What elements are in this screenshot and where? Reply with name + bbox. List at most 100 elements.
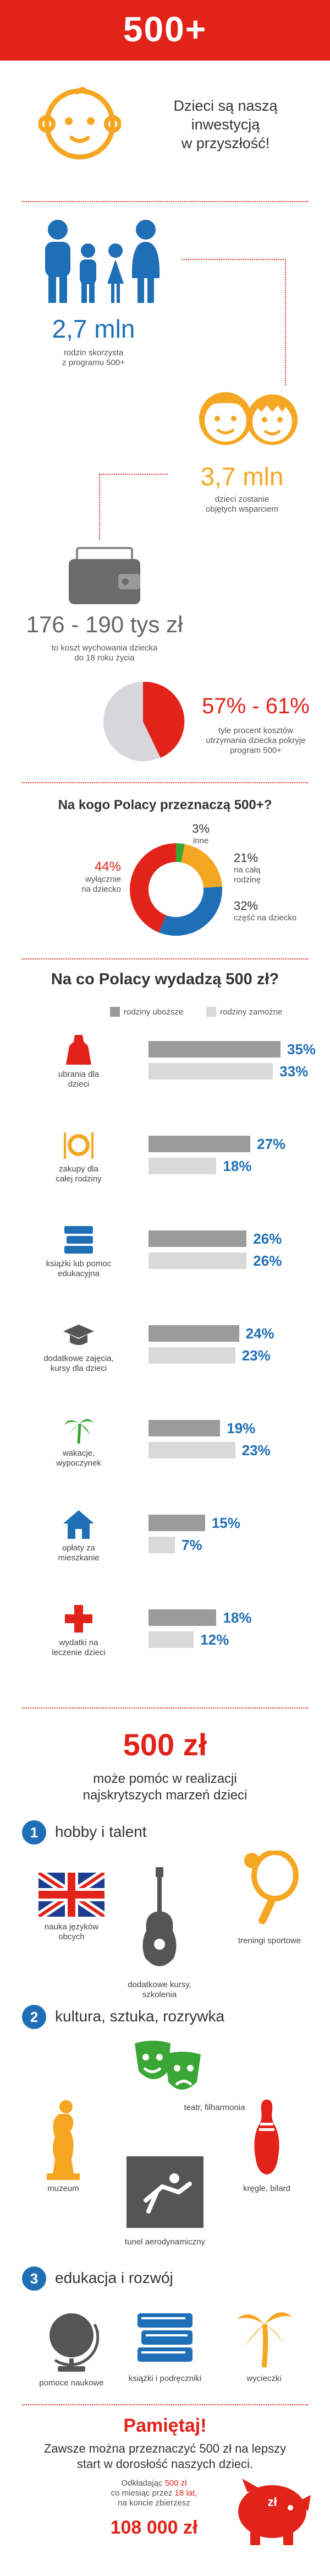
bar-poor — [148, 1420, 221, 1436]
footer-total: 108 000 zł — [110, 2517, 198, 2538]
donut-label-family: 21% na całą rodzinę — [234, 851, 300, 885]
label-text: część na dziecko — [234, 913, 297, 923]
section-divider — [22, 201, 308, 202]
section-divider — [22, 782, 308, 783]
bar-rich — [148, 1063, 273, 1080]
category-label: zakupy dla całej rodziny — [37, 1164, 120, 1184]
families-desc: rodzin skorzysta z programu 500+ — [11, 348, 176, 368]
section-divider — [22, 1707, 308, 1709]
pct-text: 21% — [234, 851, 258, 865]
bar-rich — [148, 1537, 175, 1553]
donut-label-other: 3% inne — [187, 822, 215, 846]
donut-slice — [129, 843, 176, 933]
cost-desc: to koszt wychowania dziecka do 18 roku ż… — [0, 643, 209, 663]
category-label-line: wakacje, — [62, 1449, 95, 1458]
item-label: nauka języków obcych — [44, 1922, 99, 1942]
bar-value-label: 23% — [241, 1347, 271, 1364]
label-text: rodzinę — [234, 875, 261, 885]
category-label-line: dzieci — [68, 1080, 90, 1089]
bar-value-label: 12% — [200, 1631, 229, 1648]
bar-poor — [148, 1515, 205, 1531]
dreams-title: 500 zł — [123, 1727, 207, 1762]
note-years: 18 lat, — [174, 2488, 197, 2498]
desc-line: dzieci zostanie — [215, 495, 270, 504]
category-label: książki lub pomoc edukacyjna — [37, 1259, 120, 1279]
desc-line: utrzymania dziecka pokryje — [206, 736, 306, 745]
donut-chart — [127, 840, 226, 939]
item-label: pomoce naukowe — [39, 2378, 104, 2388]
percent-pie-icon — [99, 677, 187, 766]
bar-rich — [148, 1347, 235, 1364]
guitar-icon — [138, 1867, 182, 1972]
header-banner: 500+ — [0, 0, 330, 61]
books-icon — [62, 1224, 95, 1256]
footer-text: Zawsze można przeznaczyć 500 zł na lepsz… — [0, 2441, 330, 2472]
category-label: dodatkowe zajęcia, kursy dla dzieci — [37, 1354, 120, 1374]
footer-text-line: start w dorosłość naszych dzieci. — [76, 2457, 254, 2471]
category-label: ubrania dla dzieci — [37, 1070, 120, 1089]
wind-tunnel-icon — [124, 2154, 206, 2231]
note-amount: 500 zł — [164, 2479, 187, 2488]
item-label: tunel aerodynamiczny — [125, 2237, 205, 2247]
piggy-bank-icon: zł — [231, 2470, 314, 2547]
families-value: 2,7 mln — [52, 314, 135, 343]
bar-rich — [148, 1252, 247, 1269]
bowling-pin-icon — [250, 2098, 283, 2176]
bar-value-label: 24% — [245, 1325, 274, 1342]
wallet-icon — [66, 545, 143, 606]
label-text: wyłącznie — [85, 875, 121, 884]
uk-flag-icon — [36, 1869, 107, 1921]
children-desc: dzieci zostanie objętych wsparciem — [165, 495, 319, 514]
subtitle-line: najskrytszych marzeń dzieci — [82, 1788, 248, 1803]
donut-section-title: Na kogo Polacy przeznaczą 500+? — [58, 798, 272, 812]
note-text: co miesiąc przez — [111, 2488, 175, 2498]
cost-value: 176 - 190 tys zł — [26, 611, 183, 637]
intro-line: inwestycją — [191, 116, 260, 133]
note-text: Odkładając — [121, 2479, 165, 2488]
bar-value-label: 7% — [182, 1537, 202, 1553]
category-label-line: zakupy dla — [59, 1164, 98, 1174]
bar-rich — [148, 1158, 217, 1174]
category-label-line: opłaty za — [62, 1543, 96, 1553]
pct-text: 3% — [192, 822, 210, 836]
category-label-line: książki lub pomoc — [46, 1259, 112, 1268]
medical-cross-icon — [62, 1603, 95, 1635]
connector-line — [99, 474, 168, 540]
footer-title: Pamiętaj! — [123, 2415, 207, 2436]
bar-value-label: 27% — [257, 1136, 286, 1152]
bar-rich — [148, 1631, 194, 1648]
section-divider — [22, 2404, 308, 2405]
section-title: kultura, sztuka, rozrywka — [55, 2008, 225, 2025]
intro-text: Dzieci są naszą inwestycją w przyszłość! — [143, 96, 308, 153]
desc-line: tyle procent kosztów — [218, 726, 293, 735]
bar-value-label: 26% — [253, 1252, 282, 1269]
children-value: 3,7 mln — [200, 462, 284, 491]
item-label: treningi sportowe — [238, 1936, 301, 1945]
section-title: hobby i talent — [55, 1823, 147, 1840]
donut-slice — [159, 886, 222, 936]
graduation-cap-icon — [62, 1319, 95, 1351]
bar-value-label: 15% — [211, 1515, 240, 1531]
palm-tree-large-icon — [234, 2302, 294, 2368]
legend-swatch-rich — [206, 1007, 216, 1017]
desc-line: objętych wsparciem — [206, 505, 278, 514]
category-label: wydatki na leczenie dzieci — [37, 1638, 120, 1658]
connector-line — [182, 259, 286, 386]
category-label-line: całej rodziny — [56, 1174, 102, 1184]
intro-line: Dzieci są naszą — [173, 97, 278, 114]
bar-poor — [148, 1136, 251, 1152]
category-label: wakacje, wypoczynek — [37, 1449, 120, 1468]
donut-label-part: 32% część na dziecko — [234, 899, 316, 923]
category-label-line: ubrania dla — [58, 1070, 100, 1079]
bars-section-title: Na co Polacy wydadzą 500 zł? — [51, 970, 279, 988]
desc-line: rodzin skorzysta — [63, 348, 124, 357]
baby-face-icon — [38, 83, 122, 165]
section-title: edukacja i rozwój — [55, 2269, 173, 2286]
theater-masks-icon — [132, 2038, 204, 2098]
percent-value: 57% - 61% — [202, 694, 310, 718]
section-number: 3 — [22, 2266, 46, 2291]
bar-value-label: 23% — [241, 1442, 271, 1458]
globe-icon — [44, 2308, 100, 2374]
desc-line: z programu 500+ — [62, 358, 125, 367]
piggy-label: zł — [267, 2495, 277, 2509]
